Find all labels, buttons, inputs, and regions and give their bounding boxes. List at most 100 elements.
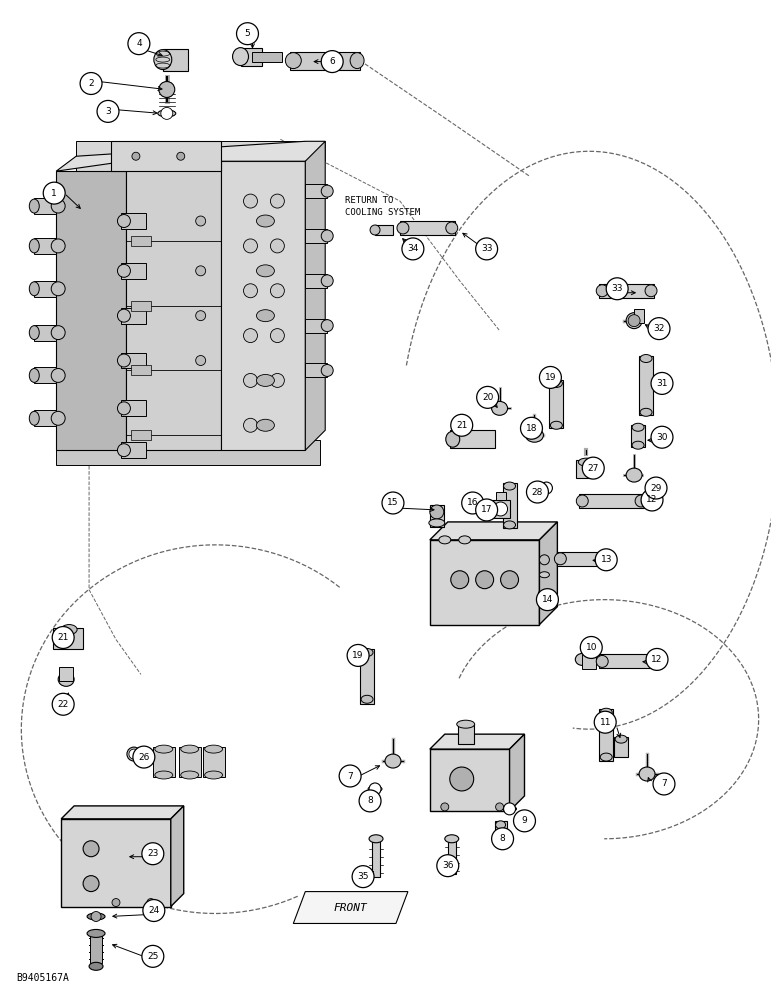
Bar: [131, 430, 151, 440]
Text: 23: 23: [147, 849, 158, 858]
Circle shape: [441, 803, 449, 811]
Circle shape: [347, 644, 369, 666]
Text: 32: 32: [653, 324, 665, 333]
Ellipse shape: [117, 215, 130, 227]
Text: 33: 33: [481, 244, 493, 253]
Circle shape: [129, 749, 139, 759]
Text: 11: 11: [600, 718, 611, 727]
Ellipse shape: [256, 215, 274, 227]
Ellipse shape: [155, 771, 173, 779]
Circle shape: [527, 481, 548, 503]
Circle shape: [537, 589, 558, 611]
Ellipse shape: [321, 364, 334, 376]
Text: 18: 18: [526, 424, 537, 433]
Ellipse shape: [321, 185, 334, 197]
Text: 13: 13: [601, 555, 612, 564]
Text: 7: 7: [347, 772, 353, 781]
Polygon shape: [510, 734, 524, 811]
Bar: [495, 821, 506, 839]
Circle shape: [83, 876, 99, 892]
Ellipse shape: [29, 239, 39, 253]
Ellipse shape: [87, 929, 105, 937]
Bar: [241, 48, 262, 66]
Text: 2: 2: [88, 79, 94, 88]
Bar: [53, 628, 83, 649]
Circle shape: [651, 372, 673, 394]
Bar: [131, 365, 151, 375]
Ellipse shape: [615, 735, 627, 743]
Circle shape: [500, 571, 519, 589]
Polygon shape: [111, 141, 221, 171]
Bar: [503, 483, 516, 528]
Ellipse shape: [635, 495, 647, 507]
Bar: [305, 274, 327, 288]
Ellipse shape: [154, 50, 172, 70]
Ellipse shape: [117, 354, 130, 367]
Text: 17: 17: [481, 505, 493, 514]
Text: 19: 19: [352, 651, 364, 660]
Ellipse shape: [550, 421, 562, 429]
Polygon shape: [221, 161, 305, 450]
Ellipse shape: [117, 444, 130, 457]
Circle shape: [462, 492, 483, 514]
Bar: [450, 430, 495, 448]
Circle shape: [128, 33, 150, 55]
Bar: [305, 229, 327, 243]
Circle shape: [641, 489, 663, 511]
Text: 1: 1: [51, 189, 57, 198]
Bar: [599, 654, 661, 668]
Circle shape: [321, 51, 344, 73]
Circle shape: [270, 284, 284, 298]
Circle shape: [243, 194, 258, 208]
Ellipse shape: [51, 199, 65, 213]
Ellipse shape: [459, 536, 471, 544]
Ellipse shape: [370, 225, 380, 235]
Circle shape: [594, 711, 616, 733]
Text: 26: 26: [138, 753, 150, 762]
Ellipse shape: [632, 441, 644, 449]
Ellipse shape: [457, 720, 475, 728]
Circle shape: [91, 912, 101, 921]
Ellipse shape: [350, 53, 364, 69]
Ellipse shape: [492, 401, 507, 415]
Bar: [430, 505, 444, 527]
Ellipse shape: [58, 672, 74, 686]
Ellipse shape: [256, 419, 274, 431]
Bar: [121, 213, 146, 229]
Bar: [290, 52, 360, 70]
Bar: [639, 356, 653, 415]
Text: 8: 8: [499, 834, 506, 843]
Ellipse shape: [87, 913, 105, 920]
Polygon shape: [430, 540, 540, 625]
Ellipse shape: [428, 519, 445, 527]
Ellipse shape: [640, 355, 652, 362]
Polygon shape: [293, 892, 408, 923]
Circle shape: [496, 803, 503, 811]
Text: 3: 3: [105, 107, 111, 116]
Ellipse shape: [645, 285, 657, 297]
Bar: [599, 284, 654, 298]
Polygon shape: [61, 819, 171, 907]
Ellipse shape: [321, 275, 334, 287]
Text: 35: 35: [357, 872, 369, 881]
Bar: [400, 221, 455, 235]
Circle shape: [582, 457, 604, 479]
Circle shape: [243, 284, 258, 298]
Bar: [203, 747, 225, 777]
Circle shape: [382, 492, 404, 514]
Circle shape: [270, 373, 284, 387]
Bar: [163, 49, 188, 71]
Ellipse shape: [603, 553, 615, 565]
Polygon shape: [56, 141, 325, 171]
Ellipse shape: [503, 806, 516, 812]
Ellipse shape: [496, 821, 506, 829]
Bar: [496, 492, 506, 500]
Bar: [634, 309, 644, 323]
Ellipse shape: [29, 411, 39, 425]
Ellipse shape: [369, 835, 383, 843]
Ellipse shape: [321, 320, 334, 332]
Ellipse shape: [361, 695, 373, 703]
Text: 34: 34: [407, 244, 418, 253]
Ellipse shape: [526, 428, 543, 442]
Circle shape: [359, 790, 381, 812]
